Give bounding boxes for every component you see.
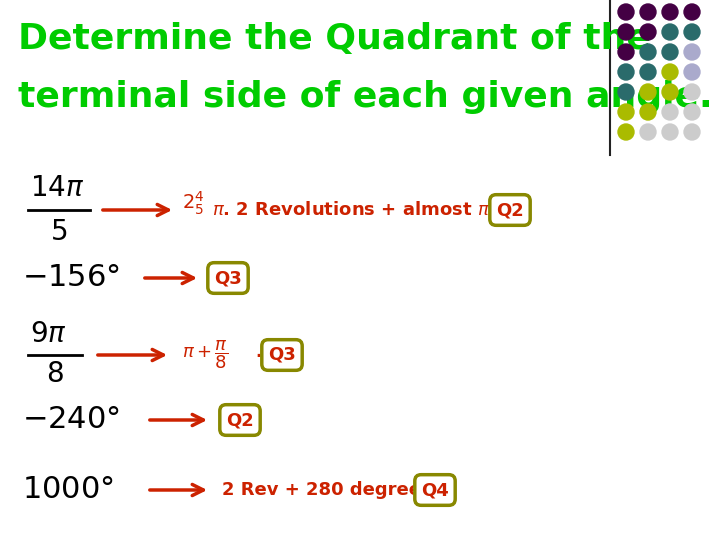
Text: $8$: $8$ xyxy=(46,361,64,388)
Circle shape xyxy=(640,104,656,120)
Text: $9\pi$: $9\pi$ xyxy=(30,321,67,348)
Circle shape xyxy=(684,104,700,120)
Text: Q2: Q2 xyxy=(226,411,254,429)
Text: $\pi$. 2 Revolutions + almost $\pi$.: $\pi$. 2 Revolutions + almost $\pi$. xyxy=(212,201,495,219)
Circle shape xyxy=(684,84,700,100)
Text: Q4: Q4 xyxy=(421,481,449,499)
Circle shape xyxy=(662,124,678,140)
Text: Determine the Quadrant of the: Determine the Quadrant of the xyxy=(18,22,651,56)
Circle shape xyxy=(640,124,656,140)
Circle shape xyxy=(618,24,634,40)
Circle shape xyxy=(618,124,634,140)
Circle shape xyxy=(618,44,634,60)
Circle shape xyxy=(662,4,678,20)
Circle shape xyxy=(684,24,700,40)
Circle shape xyxy=(684,44,700,60)
Text: 2 Rev + 280 degrees.: 2 Rev + 280 degrees. xyxy=(222,481,438,499)
Text: Q3: Q3 xyxy=(268,346,296,364)
Circle shape xyxy=(618,4,634,20)
Text: $14\pi$: $14\pi$ xyxy=(30,174,84,201)
Circle shape xyxy=(662,64,678,80)
Text: $1000°$: $1000°$ xyxy=(22,475,114,505)
Circle shape xyxy=(640,24,656,40)
Text: Q3: Q3 xyxy=(214,269,242,287)
Circle shape xyxy=(640,4,656,20)
Text: $\cdot$: $\cdot$ xyxy=(254,343,261,367)
Circle shape xyxy=(684,64,700,80)
Circle shape xyxy=(684,124,700,140)
Circle shape xyxy=(662,24,678,40)
Circle shape xyxy=(662,84,678,100)
Circle shape xyxy=(662,104,678,120)
Text: $5$: $5$ xyxy=(50,219,68,246)
Text: $\pi + \dfrac{\pi}{8}$: $\pi + \dfrac{\pi}{8}$ xyxy=(182,339,228,372)
Text: $2_5^4$: $2_5^4$ xyxy=(182,190,204,217)
Circle shape xyxy=(618,64,634,80)
Text: $-156°$: $-156°$ xyxy=(22,262,120,294)
Circle shape xyxy=(618,84,634,100)
Text: terminal side of each given angle.: terminal side of each given angle. xyxy=(18,80,713,114)
Circle shape xyxy=(640,44,656,60)
Circle shape xyxy=(662,44,678,60)
Text: $-240°$: $-240°$ xyxy=(22,404,120,435)
Circle shape xyxy=(618,104,634,120)
Circle shape xyxy=(640,84,656,100)
Circle shape xyxy=(684,4,700,20)
Circle shape xyxy=(640,64,656,80)
Text: Q2: Q2 xyxy=(496,201,524,219)
